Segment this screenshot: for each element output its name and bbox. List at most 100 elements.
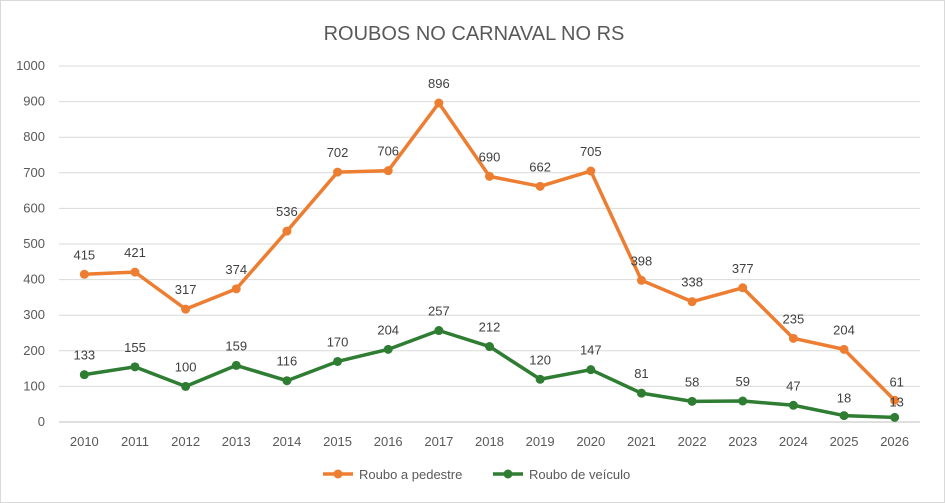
data-point	[130, 267, 140, 277]
data-label: 536	[276, 204, 298, 219]
x-tick-label: 2019	[526, 434, 555, 449]
data-point	[333, 167, 343, 177]
data-label: 155	[124, 340, 146, 355]
data-label: 159	[225, 338, 247, 353]
data-label: 338	[681, 275, 703, 290]
data-point	[333, 356, 343, 366]
data-label: 100	[175, 359, 197, 374]
data-point	[79, 370, 89, 380]
legend-marker	[503, 469, 513, 479]
data-point	[687, 396, 697, 406]
series-line-roubo-a-pedestre	[82, 101, 897, 403]
data-point	[282, 376, 292, 386]
data-point	[282, 226, 292, 236]
data-point	[586, 166, 596, 176]
data-point	[636, 388, 646, 398]
data-label: 690	[479, 149, 501, 164]
data-point	[383, 344, 393, 354]
data-point	[181, 381, 191, 391]
data-point	[231, 360, 241, 370]
legend: Roubo a pedestre Roubo de veículo	[323, 467, 630, 482]
legend-label: Roubo de veículo	[529, 467, 630, 482]
data-point	[231, 284, 241, 294]
y-tick-label: 800	[23, 129, 45, 144]
data-point	[586, 365, 596, 375]
x-axis-ticks: 2010 2011 2012 2013 2014 2015 2016 2017 2018 2019…	[70, 434, 909, 449]
x-tick-label: 2011	[121, 434, 149, 449]
data-label: 705	[580, 144, 602, 159]
data-label: 398	[631, 253, 653, 268]
y-tick-label: 0	[38, 414, 45, 429]
data-label: 204	[377, 322, 399, 337]
data-label: 662	[529, 159, 551, 174]
data-label: 421	[124, 245, 146, 260]
x-tick-label: 2022	[678, 434, 707, 449]
data-label: 59	[736, 374, 750, 389]
data-label: 235	[783, 311, 805, 326]
data-label: 47	[786, 378, 800, 393]
data-label: 702	[327, 145, 349, 160]
data-point	[890, 395, 900, 405]
data-point	[79, 269, 89, 279]
data-point	[839, 344, 849, 354]
x-tick-label: 2017	[424, 434, 453, 449]
x-tick-label: 2016	[374, 434, 403, 449]
x-tick-label: 2024	[779, 434, 808, 449]
data-label: 377	[732, 261, 754, 276]
data-label: 120	[529, 352, 551, 367]
data-point	[738, 396, 748, 406]
gridlines	[59, 65, 920, 423]
y-tick-label: 300	[23, 307, 45, 322]
data-label: 374	[225, 262, 247, 277]
x-tick-label: 2020	[576, 434, 605, 449]
x-tick-label: 2015	[323, 434, 352, 449]
data-point	[738, 283, 748, 293]
data-point	[788, 333, 798, 343]
y-tick-label: 700	[23, 165, 45, 180]
legend-label: Roubo a pedestre	[359, 467, 462, 482]
x-tick-label: 2025	[830, 434, 859, 449]
legend-marker	[333, 469, 343, 479]
x-tick-label: 2014	[272, 434, 301, 449]
series-lines	[79, 98, 900, 422]
x-tick-label: 2013	[222, 434, 251, 449]
data-label: 58	[685, 374, 699, 389]
y-tick-label: 900	[23, 94, 45, 109]
y-tick-label: 600	[23, 200, 45, 215]
y-axis-ticks: 0 100 200 300 400 500 600 700 800 900 1000	[16, 58, 45, 429]
data-point	[434, 326, 444, 336]
data-label: 116	[277, 354, 298, 369]
y-tick-label: 200	[23, 343, 45, 358]
x-tick-label: 2023	[728, 434, 757, 449]
data-label: 147	[580, 343, 602, 358]
data-label: 13	[889, 394, 903, 409]
y-tick-label: 400	[23, 272, 45, 287]
data-point	[130, 362, 140, 372]
data-label: 18	[837, 391, 851, 406]
data-point	[535, 374, 545, 384]
data-label: 133	[73, 348, 95, 363]
data-point	[839, 411, 849, 421]
data-point	[687, 297, 697, 307]
x-tick-label: 2018	[475, 434, 504, 449]
data-point	[383, 166, 393, 176]
data-label: 896	[428, 76, 450, 91]
data-label: 317	[175, 282, 197, 297]
x-tick-label: 2021	[627, 434, 656, 449]
data-point	[788, 400, 798, 410]
data-label: 257	[428, 304, 450, 319]
y-tick-label: 1000	[16, 58, 45, 73]
data-label: 170	[327, 334, 349, 349]
data-point	[485, 171, 494, 181]
data-labels: 415 421 317 374 536 702 706 896 690 662 705 398 338 3…	[73, 76, 903, 409]
data-label: 706	[377, 144, 399, 159]
data-label: 61	[889, 374, 903, 389]
y-tick-label: 100	[23, 378, 45, 393]
chart-title: ROUBOS NO CARNAVAL NO RS	[324, 23, 625, 45]
data-point	[890, 412, 900, 422]
data-label: 415	[73, 247, 95, 262]
data-label: 81	[634, 366, 648, 381]
x-tick-label: 2026	[880, 434, 909, 449]
data-point	[434, 98, 444, 108]
